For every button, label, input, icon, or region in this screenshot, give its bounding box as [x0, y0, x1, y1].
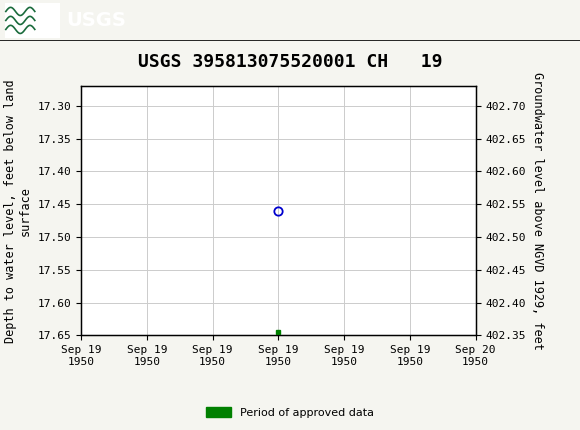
Y-axis label: Depth to water level, feet below land
surface: Depth to water level, feet below land su…: [4, 79, 32, 343]
Text: USGS: USGS: [67, 11, 126, 30]
Y-axis label: Groundwater level above NGVD 1929, feet: Groundwater level above NGVD 1929, feet: [531, 72, 545, 350]
Legend: Period of approved data: Period of approved data: [202, 403, 378, 422]
FancyBboxPatch shape: [5, 3, 60, 37]
Text: USGS 395813075520001 CH   19: USGS 395813075520001 CH 19: [138, 53, 442, 71]
